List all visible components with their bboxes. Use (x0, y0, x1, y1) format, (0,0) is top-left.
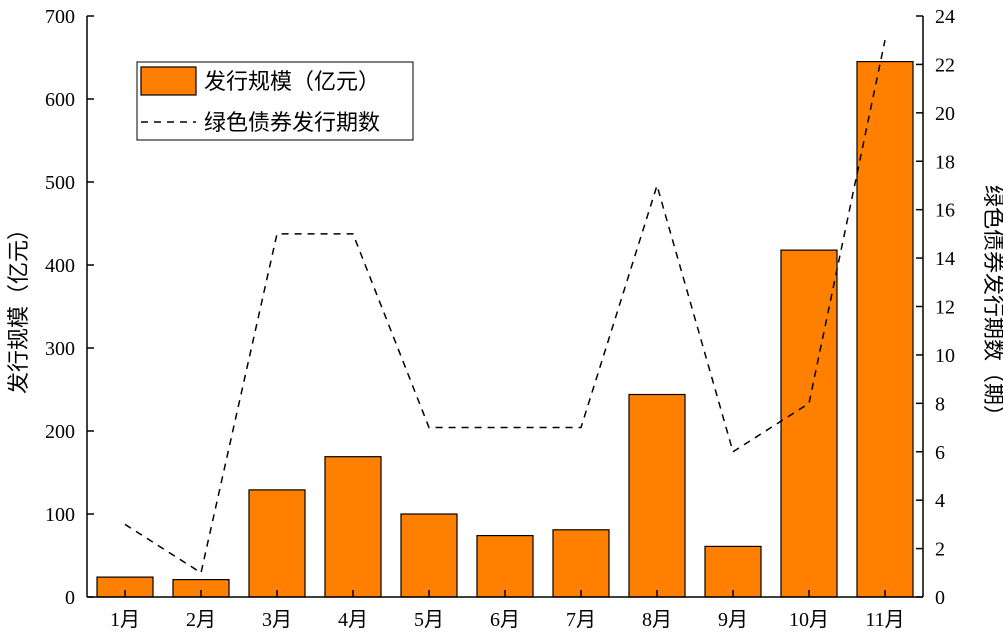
y-left-tick-label: 400 (45, 255, 75, 277)
y-left-tick-label: 700 (45, 6, 75, 28)
bar-9 (704, 545, 762, 598)
y-right-tick-label: 2 (935, 539, 945, 561)
line-path (124, 40, 886, 575)
y-right-tick-label: 20 (935, 103, 955, 125)
y-left-tick-label: 100 (45, 504, 75, 526)
y-left-tick-label: 500 (45, 172, 75, 194)
bar-6 (476, 534, 534, 598)
y-left-tick-label: 300 (45, 338, 75, 360)
y-right-tick-label: 8 (935, 393, 945, 415)
y-axis-right-title: 绿色债券发行期数（期） (980, 185, 1003, 427)
axes (86, 15, 924, 598)
y-right-tick-label: 16 (935, 200, 955, 222)
x-tick-label: 11月 (865, 609, 904, 631)
y-right-tick-label: 24 (935, 6, 955, 28)
y-right-tick-label: 22 (935, 54, 955, 76)
legend-bar-swatch (140, 66, 197, 96)
y-right-tick-label: 18 (935, 151, 955, 173)
bar-series (96, 60, 914, 598)
bar-11 (856, 60, 914, 598)
y-right-tick-label: 10 (935, 345, 955, 367)
y-right-tick-label: 0 (935, 587, 945, 609)
x-tick-label: 2月 (186, 609, 216, 631)
x-tick-label: 10月 (789, 609, 829, 631)
y-right-tick-label: 12 (935, 297, 955, 319)
bar-5 (400, 513, 458, 598)
y-left-tick-label: 0 (65, 587, 75, 609)
y-right-tick-label: 4 (935, 490, 945, 512)
x-tick-label: 6月 (490, 609, 520, 631)
y-right-tick-label: 14 (935, 248, 955, 270)
x-tick-label: 5月 (414, 609, 444, 631)
tick-labels: 0100200300400500600700024681012141618202… (45, 6, 955, 631)
x-tick-label: 7月 (566, 609, 596, 631)
bar-7 (552, 529, 610, 598)
x-tick-label: 9月 (718, 609, 748, 631)
y-right-tick-label: 6 (935, 442, 945, 464)
x-tick-label: 1月 (110, 609, 140, 631)
legend-line-label: 绿色债券发行期数 (204, 111, 380, 136)
y-axis-left-title: 发行规模（亿元） (7, 218, 32, 394)
bar-10 (780, 249, 838, 598)
x-tick-label: 4月 (338, 609, 368, 631)
bar-3 (248, 489, 306, 598)
line-series (124, 40, 886, 575)
bar-8 (628, 393, 686, 598)
y-left-tick-label: 200 (45, 421, 75, 443)
x-tick-label: 8月 (642, 609, 672, 631)
y-left-tick-label: 600 (45, 89, 75, 111)
bar-4 (324, 456, 382, 598)
legend-bar-label: 发行规模（亿元） (204, 70, 380, 95)
legend: 发行规模（亿元） 绿色债券发行期数 (136, 61, 414, 141)
x-tick-label: 3月 (262, 609, 292, 631)
